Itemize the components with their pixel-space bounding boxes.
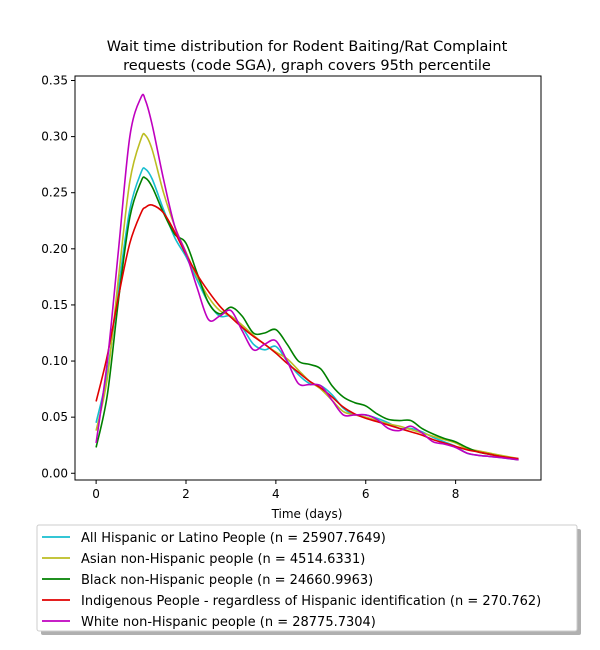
series-line-5 bbox=[95, 93, 519, 461]
legend-label-3: Black non-Hispanic people (n = 24660.996… bbox=[81, 573, 373, 588]
plot-frame bbox=[74, 75, 542, 481]
series-line-4 bbox=[95, 204, 519, 460]
y-tick-label: 0.20 bbox=[41, 242, 68, 256]
y-axis: 0.00 0.05 0.10 0.15 0.20 0.25 0.30 0.35 bbox=[41, 73, 75, 480]
x-axis-label: Time (days) bbox=[271, 507, 343, 521]
series-line-2 bbox=[95, 132, 519, 460]
x-tick-label: 6 bbox=[362, 487, 370, 501]
x-tick-label: 2 bbox=[182, 487, 190, 501]
x-tick-label: 8 bbox=[452, 487, 460, 501]
y-tick-label: 0.15 bbox=[41, 298, 68, 312]
chart-title-line-1: Wait time distribution for Rodent Baitin… bbox=[107, 39, 508, 55]
legend-label-4: Indigenous People - regardless of Hispan… bbox=[81, 594, 541, 609]
y-tick-label: 0.35 bbox=[41, 73, 68, 87]
y-tick-label: 0.05 bbox=[41, 410, 68, 424]
legend: All Hispanic or Latino People (n = 25907… bbox=[36, 524, 581, 635]
x-tick-label: 0 bbox=[92, 487, 100, 501]
y-tick-label: 0.25 bbox=[41, 186, 68, 200]
legend-box bbox=[36, 524, 578, 632]
legend-label-1: All Hispanic or Latino People (n = 25907… bbox=[81, 531, 386, 546]
y-tick-label: 0.00 bbox=[41, 466, 68, 480]
plot-area: 0 2 4 6 8 0.00 0.05 0.10 0.15 0.20 0.25 0.30 0.35 bbox=[41, 73, 542, 501]
x-tick-label: 4 bbox=[272, 487, 280, 501]
y-tick-label: 0.30 bbox=[41, 130, 68, 144]
chart-title-line-2: requests (code SGA), graph covers 95th p… bbox=[123, 58, 491, 74]
series-line-3 bbox=[95, 176, 519, 461]
series-line-1 bbox=[95, 167, 519, 461]
x-axis: 0 2 4 6 8 bbox=[92, 480, 459, 501]
legend-label-5: White non-Hispanic people (n = 28775.730… bbox=[81, 615, 376, 630]
y-tick-label: 0.10 bbox=[41, 354, 68, 368]
legend-label-2: Asian non-Hispanic people (n = 4514.6331… bbox=[81, 552, 365, 567]
